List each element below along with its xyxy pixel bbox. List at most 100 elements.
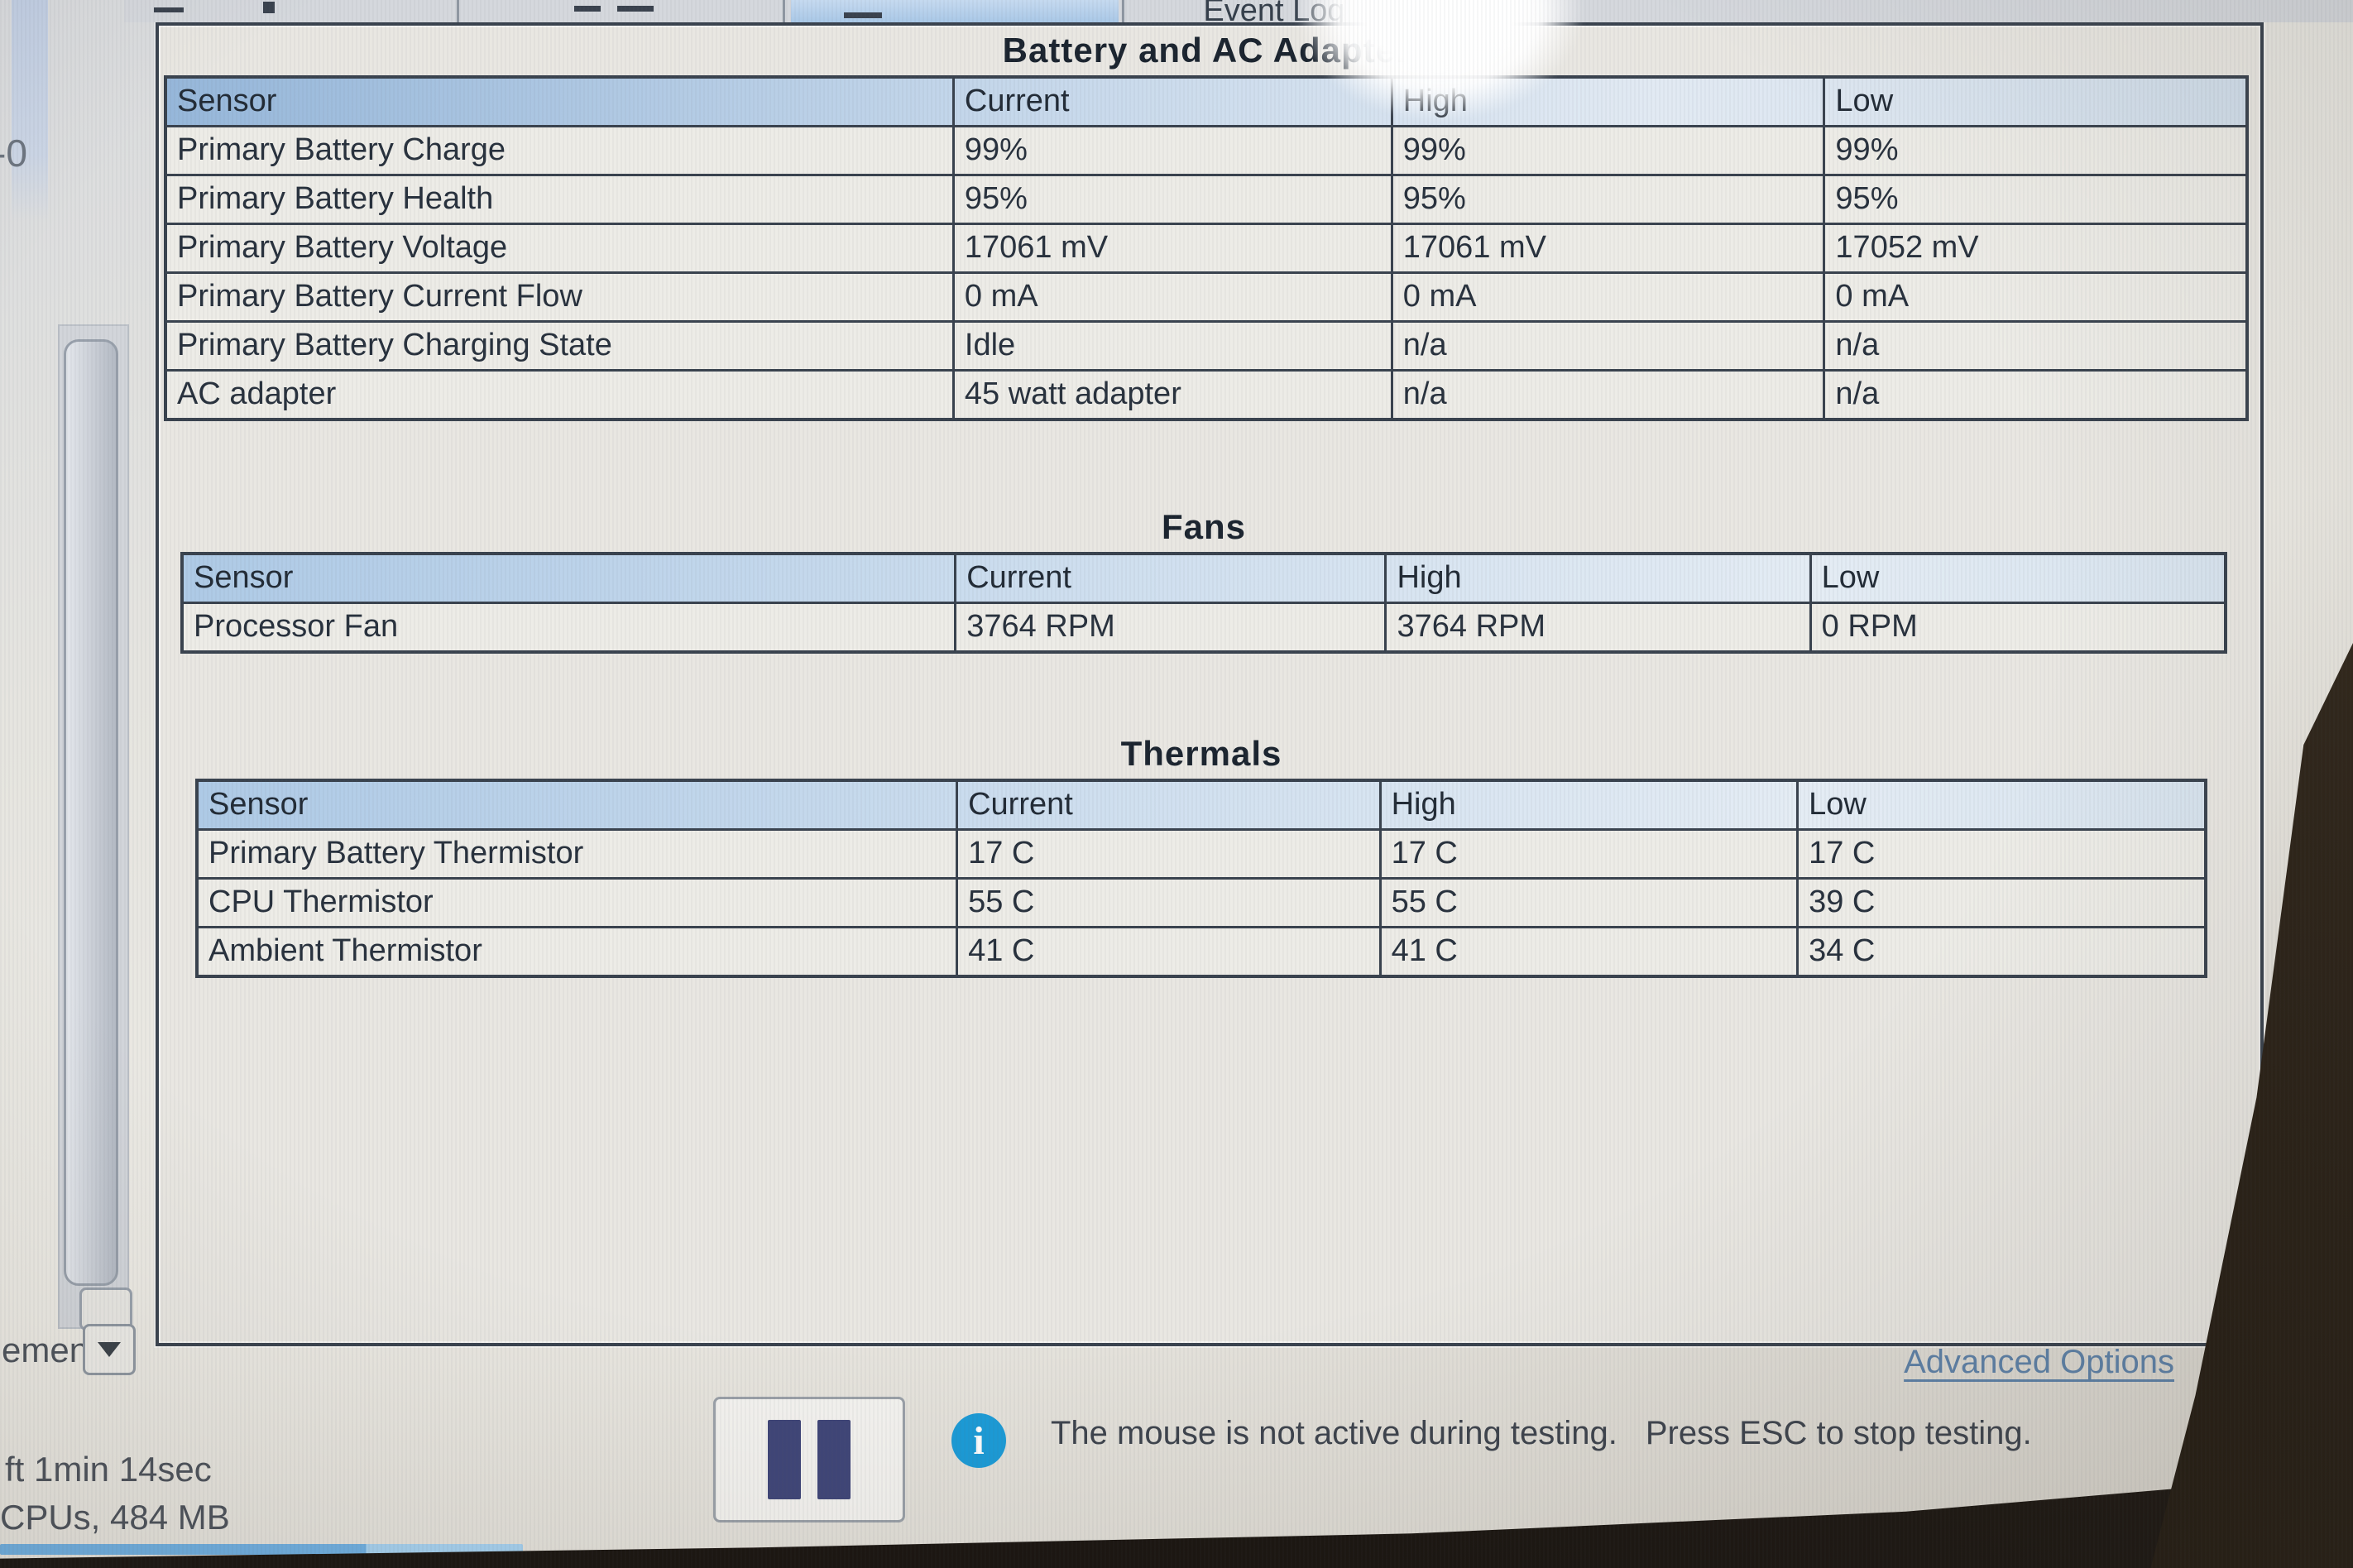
table-cell: Primary Battery Thermistor: [195, 828, 959, 880]
table-cell: 99%: [951, 125, 1393, 176]
table-cell: Processor Fan: [180, 602, 957, 654]
table-cell: 3764 RPM: [954, 602, 1387, 654]
table-cell: 34 C: [1796, 926, 2207, 978]
table-cell: 99%: [1823, 125, 2249, 176]
column-header: High: [1390, 75, 1826, 127]
table-header-row: Sensor Current High Low: [195, 779, 2207, 831]
advanced-options-link[interactable]: Advanced Options: [1904, 1344, 2174, 1380]
tab-event-log[interactable]: Event Log: [1133, 0, 1415, 22]
tab-event-log-label: Event Log: [1203, 0, 1345, 22]
table-cell: 95%: [1390, 174, 1826, 225]
battery-table: Sensor Current High Low Primary Battery Char…: [164, 75, 2249, 421]
column-header: Current: [951, 75, 1393, 127]
table-cell: Idle: [951, 320, 1393, 372]
table-cell: n/a: [1823, 320, 2249, 372]
scrollbar-down-button[interactable]: [79, 1287, 132, 1331]
table-cell: 41 C: [956, 926, 1382, 978]
table-cell: 39 C: [1796, 877, 2207, 928]
column-header: High: [1378, 779, 1799, 831]
table-cell: Primary Battery Charge: [164, 125, 955, 176]
table-cell: Ambient Thermistor: [195, 926, 959, 978]
tab-fragment: [263, 2, 275, 13]
table-cell: 45 watt adapter: [951, 369, 1393, 421]
table-cell: n/a: [1390, 320, 1826, 372]
table-cell: 0 mA: [1823, 271, 2249, 323]
table-row: Primary Battery Charging State Idle n/a n/a: [164, 320, 2249, 372]
table-cell: Primary Battery Health: [164, 174, 955, 225]
chevron-down-icon: [98, 1342, 121, 1357]
dropdown-button[interactable]: [83, 1324, 136, 1375]
table-cell: AC adapter: [164, 369, 955, 421]
table-row: Primary Battery Thermistor 17 C 17 C 17 C: [195, 828, 2207, 880]
table-cell: 41 C: [1378, 926, 1799, 978]
tab-fragment: [574, 6, 601, 12]
left-edge-text-fragment: -0: [0, 132, 27, 175]
table-row: Primary Battery Voltage 17061 mV 17061 mV 1…: [164, 223, 2249, 274]
scrollbar-thumb[interactable]: [64, 339, 118, 1286]
battery-section: Battery and AC Adapter Sensor Current High…: [164, 31, 2249, 421]
fans-table: Sensor Current High Low Processor Fan 3764 RP…: [180, 552, 2227, 654]
pause-icon: [768, 1420, 801, 1499]
table-cell: 95%: [951, 174, 1393, 225]
status-message-part2: Press ESC to stop testing.: [1645, 1415, 2032, 1451]
column-header: High: [1384, 552, 1812, 604]
table-header-row: Sensor Current High Low: [164, 75, 2249, 127]
column-header: Current: [954, 552, 1387, 604]
table-cell: Primary Battery Charging State: [164, 320, 955, 372]
pause-button[interactable]: [713, 1397, 905, 1522]
fans-section: Fans Sensor Current High Low Processor Fan 37…: [180, 507, 2227, 654]
column-header: Sensor: [164, 75, 955, 127]
fans-section-title: Fans: [1161, 507, 1247, 546]
table-cell: 17 C: [1796, 828, 2207, 880]
table-header-row: Sensor Current High Low: [180, 552, 2227, 604]
progress-bar: [0, 1544, 523, 1555]
table-cell: 17061 mV: [1390, 223, 1826, 274]
table-cell: 99%: [1390, 125, 1826, 176]
table-cell: n/a: [1823, 369, 2249, 421]
table-cell: 17052 mV: [1823, 223, 2249, 274]
table-cell: n/a: [1390, 369, 1826, 421]
left-scrollbar[interactable]: [58, 324, 129, 1329]
table-row: Primary Battery Charge 99% 99% 99%: [164, 125, 2249, 176]
tab-highlighted[interactable]: [791, 0, 1119, 22]
diagnostics-panel: Battery and AC Adapter Sensor Current High…: [156, 22, 2264, 1346]
thermals-section: Thermals Sensor Current High Low Primary Bat…: [195, 734, 2207, 978]
table-cell: 17 C: [956, 828, 1382, 880]
column-header: Current: [956, 779, 1382, 831]
table-cell: 17 C: [1378, 828, 1799, 880]
tab-bar: Event Log: [124, 0, 2353, 22]
tab-separator: [1418, 0, 1421, 22]
table-cell: 17061 mV: [951, 223, 1393, 274]
tab-fragment: [617, 6, 654, 12]
table-cell: 0 mA: [1390, 271, 1826, 323]
column-header: Low: [1796, 779, 2207, 831]
column-header: Low: [1809, 552, 2227, 604]
time-left-fragment: ft 1min 14sec: [5, 1450, 212, 1489]
table-cell: CPU Thermistor: [195, 877, 959, 928]
status-message-part1: The mouse is not active during testing.: [1051, 1415, 1617, 1451]
table-cell: 0 mA: [951, 271, 1393, 323]
info-icon: i: [951, 1413, 1006, 1468]
column-header: Low: [1823, 75, 2249, 127]
thermals-section-title: Thermals: [1120, 734, 1282, 773]
tab-fragment: [154, 7, 184, 12]
memory-fragment: CPUs, 484 MB: [0, 1498, 230, 1537]
tab-separator: [783, 0, 785, 22]
pause-icon: [817, 1420, 851, 1499]
column-header: Sensor: [180, 552, 957, 604]
table-row: CPU Thermistor 55 C 55 C 39 C: [195, 877, 2207, 928]
table-cell: 0 RPM: [1809, 602, 2227, 654]
table-row: Primary Battery Health 95% 95% 95%: [164, 174, 2249, 225]
table-cell: 55 C: [956, 877, 1382, 928]
table-row: Primary Battery Current Flow 0 mA 0 mA 0 mA: [164, 271, 2249, 323]
table-cell: 55 C: [1378, 877, 1799, 928]
left-edge-highlight: [12, 0, 48, 222]
table-row: AC adapter 45 watt adapter n/a n/a: [164, 369, 2249, 421]
table-row: Ambient Thermistor 41 C 41 C 34 C: [195, 926, 2207, 978]
table-cell: 95%: [1823, 174, 2249, 225]
column-header: Sensor: [195, 779, 959, 831]
tab-separator: [1122, 0, 1124, 22]
tab-separator: [457, 0, 459, 22]
table-cell: Primary Battery Voltage: [164, 223, 955, 274]
